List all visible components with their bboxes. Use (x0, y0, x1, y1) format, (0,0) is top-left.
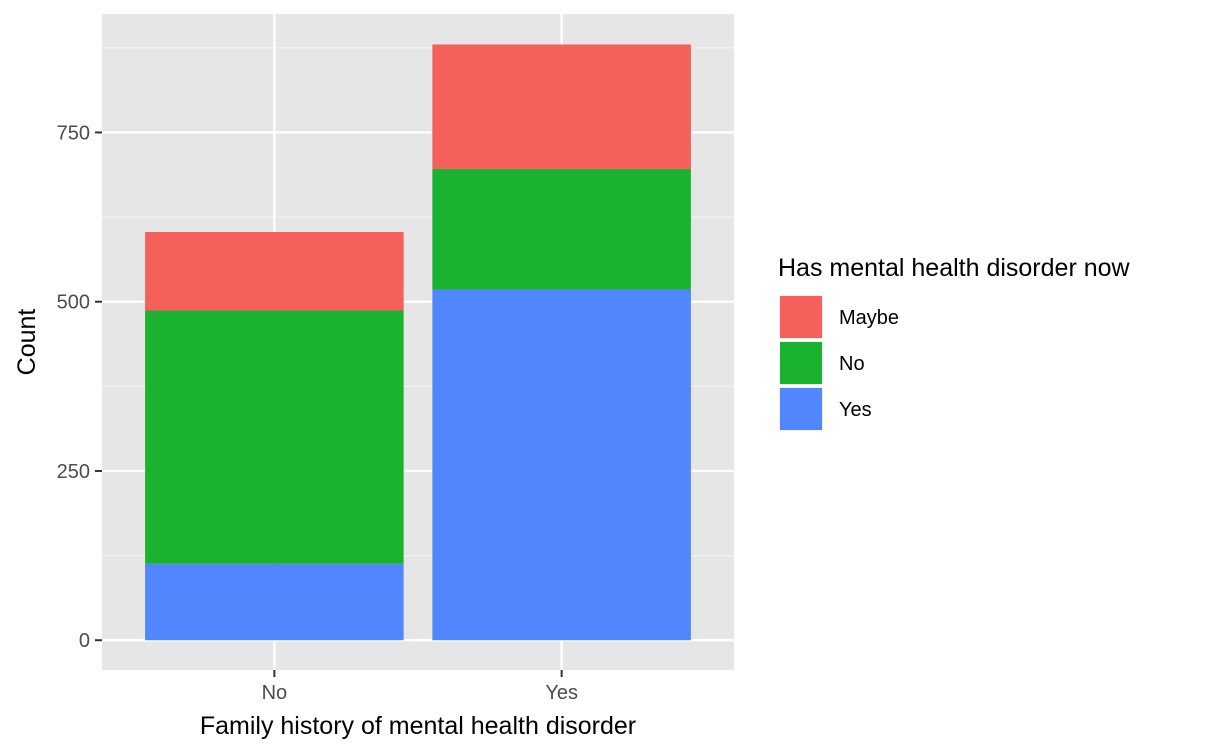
x-tick-label: No (262, 682, 288, 704)
bars (145, 44, 691, 641)
x-tick-label: Yes (545, 682, 578, 704)
y-tick-label: 0 (79, 630, 90, 652)
legend-swatch-yes (780, 388, 822, 430)
legend-swatch-maybe (780, 296, 822, 338)
bar-no-no (145, 310, 404, 564)
y-tick-label: 250 (57, 461, 90, 483)
bar-no-maybe (145, 231, 404, 311)
legend-label-no: No (839, 353, 865, 375)
y-axis-title: Count (13, 309, 41, 376)
bar-no-yes (145, 563, 404, 641)
y-axis: 0 250 500 750 (57, 122, 102, 652)
x-axis-title: Family history of mental health disorder (200, 712, 636, 740)
y-tick-label: 500 (57, 292, 90, 314)
legend-swatch-no (780, 342, 822, 384)
x-axis: No Yes (262, 670, 578, 704)
legend-label-yes: Yes (839, 399, 872, 421)
bar-yes-no (432, 169, 691, 290)
legend-label-maybe: Maybe (839, 307, 899, 329)
bar-yes-yes (432, 289, 691, 641)
y-tick-label: 750 (57, 122, 90, 144)
legend: Has mental health disorder now Maybe No Ye… (778, 254, 1131, 431)
legend-title: Has mental health disorder now (778, 254, 1131, 282)
bar-yes-maybe (432, 44, 691, 170)
